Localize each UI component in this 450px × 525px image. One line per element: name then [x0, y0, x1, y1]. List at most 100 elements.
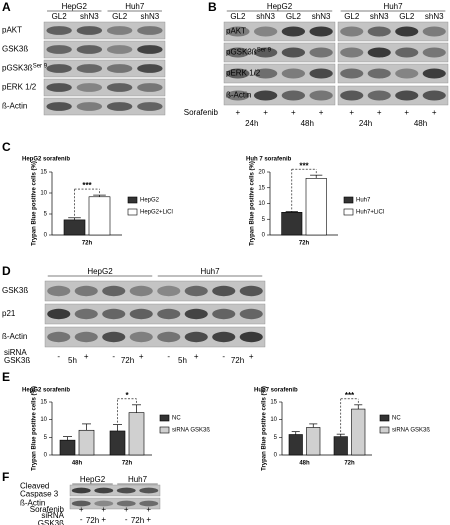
- lane-label: GL2: [52, 12, 68, 21]
- blot-band: [106, 45, 133, 54]
- lane-label: GL2: [286, 12, 302, 21]
- row-label: pAKT: [2, 26, 22, 35]
- row-label: pAKT: [226, 27, 246, 36]
- sign: +: [139, 352, 144, 361]
- blot-band: [367, 26, 391, 37]
- error-bar: [93, 194, 106, 197]
- group-label: HepG2: [87, 267, 113, 276]
- blot-band: [395, 90, 419, 101]
- row-label: ß-Actin: [2, 102, 27, 111]
- legend-label: Huh7: [356, 198, 371, 204]
- time-label: 5h: [178, 356, 187, 365]
- y-tick-label: 5: [274, 435, 278, 441]
- sign: +: [79, 505, 84, 514]
- blot-band: [47, 285, 71, 297]
- blot-band: [139, 487, 159, 494]
- blot-band: [340, 26, 364, 37]
- row-name: pGSK3ß: [226, 48, 257, 57]
- lane-label: shN3: [370, 12, 389, 21]
- legend-label: NC: [172, 416, 181, 422]
- blot-band: [74, 331, 98, 343]
- y-tick-label: 0: [44, 453, 48, 459]
- panel-label: D: [2, 264, 11, 278]
- blot-strip: [43, 78, 166, 97]
- sign: +: [432, 108, 437, 117]
- blot-band: [129, 285, 153, 297]
- blot-band: [309, 47, 333, 58]
- blot-strip: [223, 85, 336, 106]
- blot-band: [367, 90, 391, 101]
- x-tick-label: 72h: [122, 461, 133, 467]
- time-label: 24h: [359, 119, 372, 128]
- blot-band: [106, 64, 133, 73]
- blot-band: [157, 285, 181, 297]
- row-sup: Ser 9: [257, 47, 272, 53]
- blot-band: [309, 68, 333, 79]
- bar: [88, 196, 111, 236]
- sign: -: [125, 515, 128, 524]
- blot-band: [116, 487, 136, 494]
- legend-swatch: [159, 426, 170, 434]
- blot-band: [102, 308, 126, 320]
- time-label: 72h: [231, 356, 244, 365]
- blot-band: [253, 90, 278, 101]
- blot-band: [74, 308, 98, 320]
- panel-label: A: [2, 0, 11, 14]
- lane-label: shN3: [141, 12, 160, 21]
- sign: +: [146, 505, 151, 514]
- lane-label: shN3: [256, 12, 275, 21]
- blot-band: [157, 308, 181, 320]
- sig-label: ***: [345, 391, 355, 400]
- sign: -: [222, 352, 225, 361]
- bar: [305, 178, 327, 236]
- bar: [128, 412, 145, 456]
- blot-strip: [44, 303, 266, 325]
- bar: [281, 212, 303, 236]
- blot-strip: [223, 42, 336, 63]
- blot-band: [71, 500, 91, 507]
- row-label: pERK 1/2: [226, 69, 261, 78]
- bar: [78, 429, 95, 456]
- group-label: HepG2: [267, 2, 293, 11]
- blot-band: [116, 500, 136, 507]
- row-label: pGSK3ßSer 9: [226, 47, 272, 57]
- y-axis-label: Trypan Blue positive cells (%): [250, 161, 256, 246]
- row-name: pERK 1/2: [2, 83, 37, 92]
- blot-band: [46, 64, 72, 73]
- sig-label: ***: [82, 181, 92, 190]
- legend-label: NC: [392, 416, 401, 422]
- row-name: ß-Actin: [2, 102, 27, 111]
- row-sup: Ser 9: [33, 63, 48, 69]
- sign: +: [146, 515, 151, 524]
- lane-label: shN3: [80, 12, 99, 21]
- sign: -: [112, 352, 115, 361]
- y-tick-label: 15: [40, 400, 47, 406]
- row-name: pERK 1/2: [226, 69, 261, 78]
- legend-swatch: [343, 196, 354, 204]
- blot-band: [137, 83, 163, 92]
- sign: +: [291, 108, 296, 117]
- y-axis-label: Trypan Blue positive cells (%): [32, 386, 38, 471]
- error-bar: [63, 436, 72, 441]
- blot-band: [76, 45, 103, 54]
- row-name: pAKT: [226, 27, 246, 36]
- error-bar: [285, 211, 298, 213]
- y-tick-label: 10: [258, 201, 265, 207]
- row-name: pAKT: [2, 26, 22, 35]
- error-bar: [291, 431, 300, 435]
- time-label: 72h: [131, 516, 144, 525]
- panel-label: B: [208, 0, 217, 14]
- lane-label: shN3: [425, 12, 444, 21]
- group-label: Huh7: [128, 475, 148, 484]
- sign: +: [349, 108, 354, 117]
- error-bar: [354, 404, 363, 410]
- blot-band: [76, 64, 103, 73]
- blot-band: [281, 68, 306, 79]
- x-tick-label: 72h: [344, 461, 355, 467]
- sign: +: [101, 515, 106, 524]
- blot-band: [395, 68, 419, 79]
- treatment-label: Sorafenib: [30, 505, 65, 514]
- blot-strip: [223, 21, 336, 42]
- sign: -: [57, 352, 60, 361]
- blot-band: [340, 47, 364, 58]
